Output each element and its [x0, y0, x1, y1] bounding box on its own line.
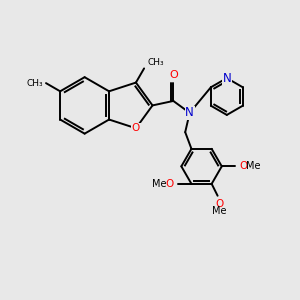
Text: O: O: [165, 179, 174, 189]
Text: Me: Me: [152, 179, 167, 189]
Text: O: O: [215, 199, 223, 209]
Text: Me: Me: [212, 206, 226, 216]
Text: CH₃: CH₃: [148, 58, 164, 67]
Text: Me: Me: [246, 161, 261, 171]
Text: N: N: [222, 72, 231, 85]
Text: O: O: [169, 70, 178, 80]
Text: O: O: [240, 161, 248, 171]
Text: O: O: [132, 123, 140, 133]
Text: N: N: [185, 106, 194, 119]
Text: CH₃: CH₃: [27, 79, 44, 88]
